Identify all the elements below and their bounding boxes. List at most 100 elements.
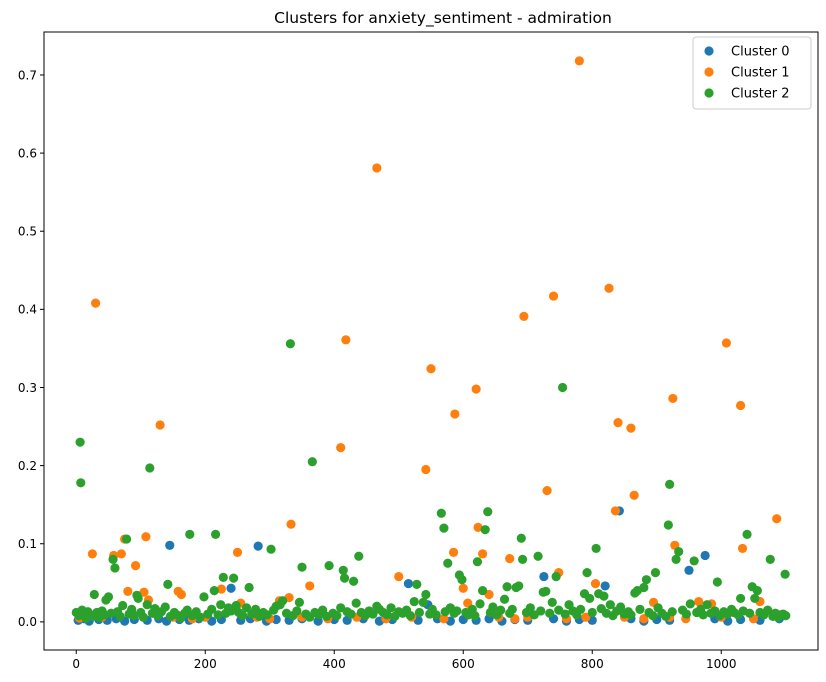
data-point-cluster-2 [439, 523, 449, 533]
data-point-cluster-2 [209, 586, 219, 596]
chart-title: Clusters for anxiety_sentiment - admirat… [274, 9, 612, 28]
data-point-cluster-1 [668, 393, 678, 404]
axes-frame [43, 31, 819, 651]
data-point-cluster-1 [574, 56, 584, 66]
data-point-cluster-2 [750, 593, 760, 604]
data-point-cluster-2 [736, 593, 746, 604]
data-point-cluster-1 [216, 584, 226, 594]
data-point-cluster-2 [229, 573, 239, 583]
data-point-cluster-2 [163, 579, 173, 589]
data-point-cluster-2 [576, 604, 586, 614]
data-point-cluster-1 [639, 614, 649, 624]
data-point-cluster-1 [458, 583, 468, 593]
legend-marker [704, 67, 714, 77]
data-point-cluster-1 [694, 596, 704, 607]
data-point-cluster-2 [514, 581, 524, 591]
legend-marker [704, 46, 714, 56]
data-point-cluster-1 [341, 335, 351, 345]
data-point-cluster-1 [721, 338, 732, 348]
data-point-cluster-2 [689, 556, 699, 566]
data-point-cluster-1 [548, 291, 559, 301]
data-point-cluster-2 [138, 612, 148, 622]
data-point-cluster-1 [116, 549, 126, 559]
data-point-cluster-1 [473, 522, 483, 532]
data-point-cluster-2 [765, 554, 775, 564]
data-point-cluster-2 [436, 508, 446, 518]
data-point-cluster-1 [394, 571, 404, 582]
data-point-cluster-2 [661, 611, 671, 622]
data-point-cluster-2 [354, 551, 364, 561]
data-point-cluster-2 [452, 606, 462, 616]
data-point-cluster-2 [639, 582, 649, 593]
data-point-cluster-2 [551, 571, 561, 582]
x-tick-label: 600 [452, 657, 475, 671]
data-point-cluster-2 [324, 561, 334, 571]
x-tick-label: 200 [194, 657, 217, 671]
data-point-cluster-2 [488, 602, 498, 612]
data-point-cluster-1 [613, 418, 623, 428]
data-point-cluster-2 [414, 607, 424, 618]
data-point-cluster-1 [123, 586, 133, 597]
data-point-cluster-2 [599, 591, 609, 601]
y-tick-label: 0.4 [18, 303, 37, 317]
data-point-cluster-2 [89, 589, 99, 600]
legend-box [692, 36, 812, 110]
data-point-cluster-2 [475, 599, 485, 609]
data-point-cluster-2 [545, 608, 555, 618]
data-point-cluster-1 [519, 311, 529, 321]
data-point-cluster-2 [297, 562, 307, 572]
data-point-cluster-2 [635, 604, 645, 614]
data-point-cluster-1 [91, 298, 101, 308]
data-point-cluster-1 [176, 589, 186, 600]
data-point-cluster-2 [457, 575, 467, 585]
data-point-cluster-2 [496, 605, 506, 615]
x-tick-label: 0 [72, 657, 80, 671]
data-point-cluster-2 [266, 544, 276, 554]
y-tick-label: 0.1 [18, 537, 37, 551]
data-point-cluster-2 [472, 557, 483, 567]
data-point-cluster-2 [133, 593, 143, 604]
data-point-cluster-2 [118, 600, 128, 611]
data-point-cluster-2 [742, 529, 752, 539]
data-point-cluster-2 [702, 600, 712, 610]
data-point-cluster-2 [307, 457, 317, 467]
data-point-cluster-2 [216, 600, 226, 610]
legend-label: Cluster 1 [731, 66, 790, 81]
data-point-cluster-2 [781, 611, 791, 621]
data-point-cluster-2 [250, 604, 261, 614]
data-point-cluster-2 [110, 563, 120, 573]
legend-label: Cluster 2 [731, 87, 790, 102]
legend-label: Cluster 0 [731, 45, 790, 60]
data-point-cluster-2 [616, 602, 626, 612]
data-point-cluster-2 [663, 520, 673, 530]
data-point-cluster-1 [736, 400, 746, 411]
data-point-cluster-0 [165, 540, 175, 550]
data-point-cluster-1 [772, 514, 782, 524]
data-point-cluster-2 [231, 600, 241, 611]
data-point-cluster-1 [610, 506, 621, 516]
data-point-cluster-2 [346, 609, 356, 619]
data-point-cluster-1 [581, 612, 591, 622]
data-point-cluster-2 [210, 529, 221, 539]
data-point-cluster-2 [108, 554, 118, 564]
data-point-cluster-0 [403, 578, 414, 589]
legend-marker [704, 88, 714, 98]
data-point-cluster-2 [207, 604, 217, 614]
data-point-cluster-2 [480, 525, 490, 535]
data-point-cluster-0 [600, 581, 610, 591]
data-point-cluster-2 [478, 586, 488, 596]
data-point-cluster-2 [745, 608, 755, 618]
data-point-cluster-2 [752, 586, 762, 596]
data-point-cluster-2 [145, 463, 155, 473]
data-point-cluster-1 [542, 486, 552, 496]
data-point-cluster-0 [253, 541, 263, 551]
data-point-cluster-2 [431, 610, 441, 620]
data-point-cluster-2 [605, 600, 615, 610]
data-point-cluster-2 [780, 569, 790, 579]
data-point-cluster-2 [685, 599, 695, 609]
data-point-cluster-2 [671, 554, 681, 564]
data-point-cluster-2 [674, 546, 684, 557]
data-point-cluster-2 [560, 609, 570, 619]
data-point-cluster-2 [409, 596, 419, 607]
data-point-cluster-2 [536, 606, 546, 616]
